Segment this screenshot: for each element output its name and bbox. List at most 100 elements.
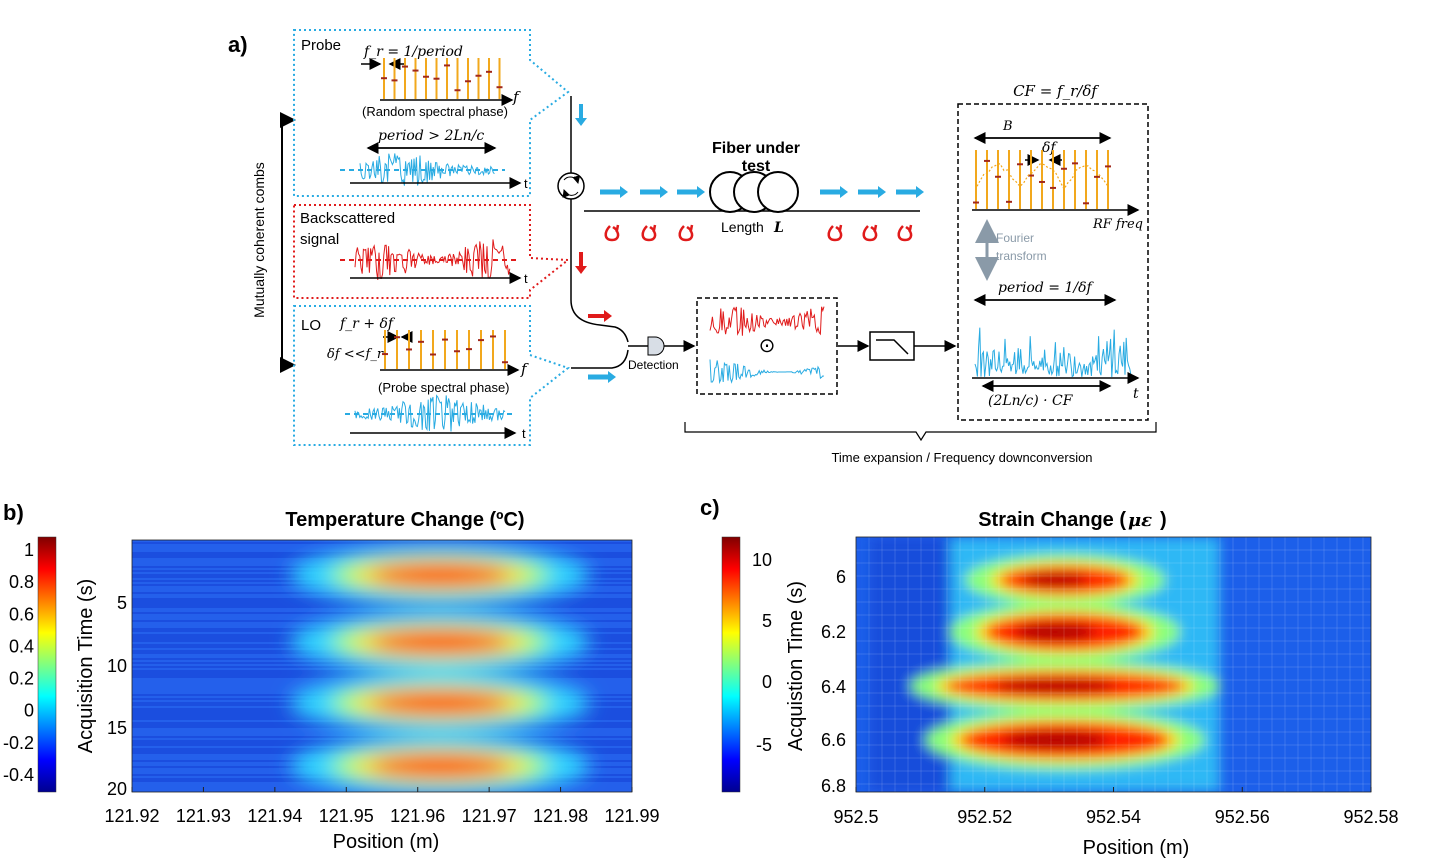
red-backscatter-arrow-icon <box>827 224 843 242</box>
cf-box: CF = f_r/δf B δf RF freq Fourier transfo… <box>957 82 1149 421</box>
cf-period-eq: period = 1/δf <box>998 280 1094 296</box>
backscattered-time-axis: t <box>524 271 528 286</box>
brace-label: Time expansion / Frequency downconversio… <box>831 450 1092 465</box>
panel-b-ylabel: Acquisition Time (s) <box>75 579 97 754</box>
x-tick-label: 952.5 <box>833 807 878 827</box>
lo-fr-equation: f_r + δf <box>339 316 396 332</box>
panel-c-colorbar-ticks: 10 5 0 -5 <box>752 550 772 755</box>
optical-path: Detection Fiber under test Length L <box>557 96 920 372</box>
mixing-red-waveform <box>709 306 825 336</box>
probe-waveform <box>359 153 495 186</box>
colorbar-tick-label: 1 <box>24 540 34 560</box>
blue-arrow-icon <box>640 186 668 198</box>
panel-c-label: c) <box>700 495 720 520</box>
colorbar-tick-label: 0.8 <box>9 572 34 592</box>
lo-box: LO f_r + δf δf <<f_r f (Probe spectral p… <box>293 305 571 446</box>
y-tick-label: 5 <box>117 593 127 613</box>
panel-b-x-ticks: 121.92 121.93 121.94 121.95 121.96 121.97 121.… <box>104 787 660 826</box>
x-tick-label: 952.52 <box>957 807 1012 827</box>
colorbar-tick-label: -0.2 <box>3 733 34 753</box>
red-backscatter-arrow-icon <box>862 224 878 242</box>
y-tick-label: 6.2 <box>821 622 846 642</box>
x-tick-label: 121.92 <box>104 806 159 826</box>
svg-text:Strain Change (: Strain Change ( <box>978 509 1126 531</box>
backscattered-box: Backscattered signal t <box>293 204 571 299</box>
red-backscatter-arrow-icon <box>678 224 694 242</box>
lowpass-filter-icon <box>869 331 915 361</box>
coherent-combs-bracket: Mutually coherent combs <box>251 112 296 373</box>
x-tick-label: 952.54 <box>1086 807 1141 827</box>
panel-b-colorbar-ticks: 1 0.8 0.6 0.4 0.2 0 -0.2 -0.4 <box>3 540 34 785</box>
lo-freq-axis: f <box>520 360 529 378</box>
cf-bottom-eq: (2Ln/c) · CF <box>988 393 1074 409</box>
x-tick-label: 121.99 <box>604 806 659 826</box>
fiber-title-line1: Fiber under <box>712 140 800 157</box>
panel-c-y-ticks: 6 6.2 6.4 6.6 6.8 <box>821 567 846 796</box>
x-tick-label: 952.58 <box>1343 807 1398 827</box>
signal-flow-arrows <box>575 104 924 383</box>
red-arrow-icon <box>575 252 587 274</box>
panel-b-heatmap <box>132 540 632 792</box>
y-tick-label: 6.6 <box>821 730 846 750</box>
lo-time-axis: t <box>522 426 526 441</box>
y-tick-label: 6 <box>836 567 846 587</box>
rf-comb-lines <box>973 150 1111 209</box>
y-tick-label: 15 <box>107 718 127 738</box>
time-expansion-brace: Time expansion / Frequency downconversio… <box>684 422 1157 465</box>
detector-icon <box>647 336 665 356</box>
blue-arrow-icon <box>858 186 886 198</box>
red-backscatter-arrow-icon <box>897 224 913 242</box>
panel-b-y-ticks: 5 10 15 20 <box>107 593 127 799</box>
panel-c-x-ticks: 952.5 952.52 952.54 952.56 952.58 <box>833 787 1399 827</box>
probe-comb-lines <box>381 58 503 99</box>
lo-waveform <box>354 394 506 432</box>
mixing-blue-waveform <box>709 359 825 385</box>
lo-caption: (Probe spectral phase) <box>378 380 510 395</box>
rf-envelope <box>975 162 1109 191</box>
fiber-title-line2: test <box>742 158 771 175</box>
probe-box: Probe f_r = 1/period f (Random spectral … <box>293 29 570 197</box>
cf-b-label: B <box>1002 119 1013 134</box>
lo-df-equation: δf <<f_r <box>327 347 384 362</box>
y-tick-label: 6.8 <box>821 776 846 796</box>
cf-title: CF = f_r/δf <box>1013 82 1099 100</box>
colorbar-tick-label: 5 <box>762 611 772 631</box>
cf-df-label: δf <box>1042 140 1058 156</box>
x-tick-label: 121.98 <box>533 806 588 826</box>
colorbar-tick-label: 0 <box>762 672 772 692</box>
probe-time-axis: t <box>524 176 528 191</box>
y-tick-label: 6.4 <box>821 677 846 697</box>
y-tick-label: 10 <box>107 656 127 676</box>
fourier-line1: Fourier <box>996 231 1034 245</box>
red-backscatter-arrow-icon <box>604 224 620 242</box>
lo-comb-lines <box>382 330 508 369</box>
panel-c-title-symbol: με <box>1128 510 1152 531</box>
red-backscatter-arrow-icon <box>641 224 657 242</box>
mixing-product-symbol: ⊙ <box>759 335 776 357</box>
mixing-box: ⊙ <box>696 297 957 395</box>
x-tick-label: 121.96 <box>390 806 445 826</box>
x-tick-label: 121.93 <box>176 806 231 826</box>
panel-c-colorbar <box>721 536 741 793</box>
colorbar-tick-label: 10 <box>752 550 772 570</box>
panel-b-frame <box>131 539 633 793</box>
y-tick-label: 20 <box>107 779 127 799</box>
colorbar-tick-label: 0.6 <box>9 604 34 624</box>
x-tick-label: 121.97 <box>462 806 517 826</box>
coherent-combs-label: Mutually coherent combs <box>251 162 267 318</box>
x-tick-label: 952.56 <box>1215 807 1270 827</box>
cf-time-axis: t <box>1133 386 1139 402</box>
panel-a-label: a) <box>228 32 248 57</box>
blue-arrow-icon <box>896 186 924 198</box>
blue-arrow-icon <box>588 371 616 383</box>
red-arrow-icon <box>588 310 612 322</box>
fiber-length-label: Length <box>721 219 764 235</box>
colorbar-tick-label: -0.4 <box>3 765 34 785</box>
probe-caption: (Random spectral phase) <box>362 104 508 119</box>
panel-b-title: Temperature Change (ºC) <box>285 509 524 531</box>
backscattered-waveform <box>354 239 511 280</box>
colorbar-tick-label: 0.2 <box>9 669 34 689</box>
panel-b-xlabel: Position (m) <box>333 831 440 853</box>
colorbar-tick-label: 0.4 <box>9 636 34 656</box>
x-tick-label: 121.95 <box>319 806 374 826</box>
